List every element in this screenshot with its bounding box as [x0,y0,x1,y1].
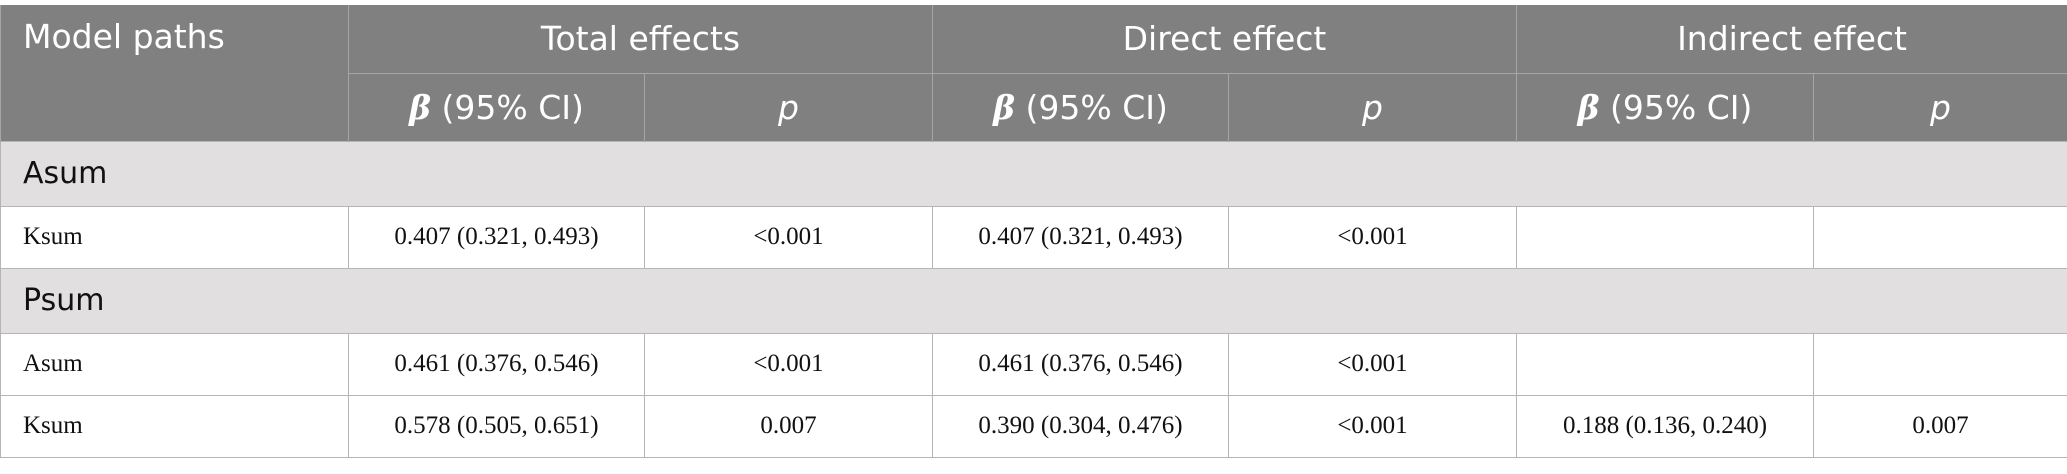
path-cell: Ksum [0,205,349,269]
section-row-psum: Psum [0,267,2067,333]
p-label: p [778,87,799,127]
direct-p-cell: <0.001 [1227,394,1518,458]
path-cell: Asum [0,332,349,396]
total-beta-cell: 0.461 (0.376, 0.546) [348,332,645,396]
indirect-beta-cell [1516,205,1815,269]
indirect-p-cell [1813,205,2067,269]
indirect-p-cell [1813,332,2067,396]
indirect-p-header: p [1813,72,2067,141]
table-row: Ksum 0.407 (0.321, 0.493) <0.001 0.407 (… [0,205,2067,269]
section-row-asum: Asum [0,140,2067,206]
total-p-header: p [644,72,933,141]
direct-beta-cell: 0.390 (0.304, 0.476) [932,394,1229,458]
path-cell: Ksum [0,394,349,458]
total-p-cell: <0.001 [644,332,933,396]
total-p-cell: 0.007 [644,394,933,458]
header-row-groups: Model paths Total effects Direct effect … [0,5,2067,141]
direct-p-header: p [1227,72,1518,141]
beta-suffix: (95% CI) [431,87,584,127]
total-beta-header: β (95% CI) [348,72,645,141]
direct-beta-cell: 0.461 (0.376, 0.546) [932,332,1229,396]
table-row: Ksum 0.578 (0.505, 0.651) 0.007 0.390 (0… [0,394,2067,458]
section-label: Psum [0,267,2067,333]
total-beta-cell: 0.578 (0.505, 0.651) [348,394,645,458]
total-effects-header: Total effects [348,5,933,73]
indirect-beta-header: β (95% CI) [1516,72,1815,141]
p-label: p [1930,87,1951,127]
direct-p-cell: <0.001 [1227,205,1518,269]
indirect-beta-cell [1516,332,1815,396]
indirect-beta-cell: 0.188 (0.136, 0.240) [1516,394,1815,458]
section-label: Asum [0,140,2067,206]
total-beta-cell: 0.407 (0.321, 0.493) [348,205,645,269]
table-row: Asum 0.461 (0.376, 0.546) <0.001 0.461 (… [0,332,2067,396]
total-p-cell: <0.001 [644,205,933,269]
direct-beta-cell: 0.407 (0.321, 0.493) [932,205,1229,269]
results-table: Model paths Total effects Direct effect … [0,5,2067,458]
direct-effect-header: Direct effect [931,5,1518,73]
header-row-subcolumns: β (95% CI) p β (95% CI) p β (95% CI) p [1,72,2067,141]
beta-symbol: β [993,87,1016,127]
indirect-p-cell: 0.007 [1813,394,2067,458]
p-label: p [1362,87,1383,127]
direct-p-cell: <0.001 [1227,332,1518,396]
beta-suffix: (95% CI) [1599,87,1753,127]
model-paths-header: Model paths [0,5,349,141]
beta-symbol: β [1577,87,1600,127]
beta-symbol: β [409,87,432,127]
direct-beta-header: β (95% CI) [932,72,1229,141]
beta-suffix: (95% CI) [1015,87,1168,127]
indirect-effect-header: Indirect effect [1516,5,2067,73]
